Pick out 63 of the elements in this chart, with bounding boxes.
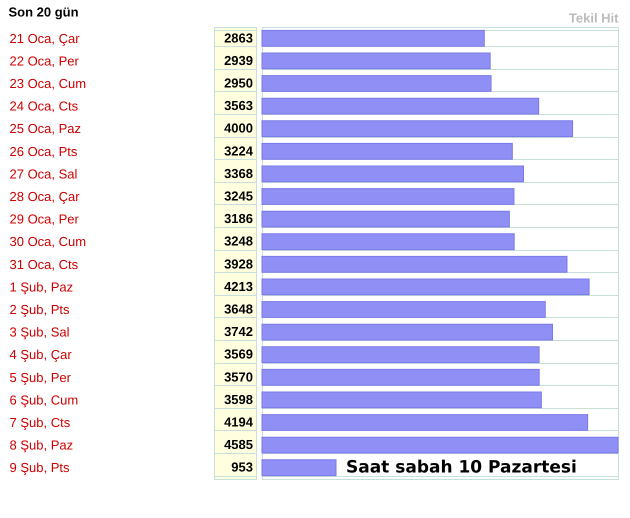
y-tick-label: 26 Oca, Pts [10,144,78,159]
y-tick-label: 22 Oca, Per [10,53,80,68]
y-tick-label: 7 Şub, Cts [10,415,71,430]
bar [262,391,542,408]
data-label: 3186 [224,211,253,226]
bar [262,75,492,92]
bar [262,210,510,228]
y-tick-label: 21 Oca, Çar [10,30,80,46]
data-label: 3368 [224,166,253,181]
data-label: 953 [231,460,253,475]
data-label: 2863 [224,30,253,46]
data-label: 3598 [224,392,253,407]
y-tick-label: 6 Şub, Cum [10,392,78,408]
data-label: 3224 [224,143,254,158]
data-label: 3245 [224,188,253,204]
data-label: 3570 [224,369,253,384]
y-tick-label: 9 Şub, Pts [10,460,70,476]
y-tick-label: 30 Oca, Cum [10,234,86,250]
bar [262,346,540,364]
y-tick-label: 25 Oca, Paz [10,121,82,136]
annotation: Saat sabah 10 Pazartesi [346,458,577,478]
y-tick-label: 27 Oca, Sal [10,166,78,182]
data-label: 4000 [224,120,253,136]
y-tick-label: 24 Oca, Cts [10,98,79,114]
y-tick-label: 2 Şub, Pts [10,302,70,317]
bar [262,414,588,431]
x-axis-title: Tekil Hit [568,10,620,26]
bar [262,301,546,318]
y-tick-label: 8 Şub, Paz [10,438,74,453]
bar [262,98,540,115]
bar [262,52,491,70]
data-label: 3248 [224,234,253,249]
data-label: 2950 [224,76,253,90]
bar [262,459,336,476]
data-label: 4194 [224,414,254,430]
y-tick-label: 31 Oca, Cts [10,256,79,272]
bar [262,436,618,454]
y-tick-label: 28 Oca, Çar [10,189,80,204]
y-tick-label: 23 Oca, Cum [10,76,86,91]
y-tick-label: 29 Oca, Per [10,212,80,227]
y-tick-label: 4 Şub, Çar [10,347,72,362]
data-label: 2939 [224,52,253,68]
y-tick-label: 5 Şub, Per [10,370,72,385]
bar [262,233,515,250]
y-tick-label: 1 Şub, Paz [10,279,74,294]
data-label: 3569 [224,346,253,362]
data-label: 4585 [224,437,253,452]
data-label: 4213 [224,278,253,294]
bar [262,120,574,138]
data-label: 3742 [224,324,253,340]
bar [262,368,540,386]
data-label: 3928 [224,256,253,272]
data-label: 3563 [224,98,253,114]
data-label: 3648 [224,302,253,316]
text: Son 20 gün [8,4,79,20]
bar [262,142,513,160]
bar [262,165,524,182]
bar [262,324,554,341]
bar [262,188,514,205]
bar [262,30,485,47]
bar [262,278,590,296]
y-tick-label: 3 Şub, Sal [10,324,70,340]
bar [262,256,568,273]
